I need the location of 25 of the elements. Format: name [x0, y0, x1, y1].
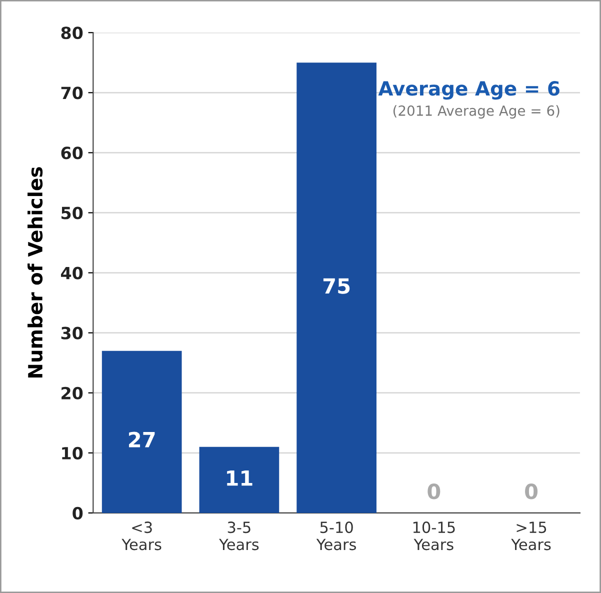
y-tick-label: 30 — [61, 326, 83, 340]
x-tick-label: <3 Years — [122, 522, 162, 550]
x-tick-label: 10-15 Years — [413, 522, 455, 550]
x-tick-label: 3-5 Years — [219, 522, 259, 550]
y-tick-label: 50 — [62, 206, 83, 220]
data-label: 11 — [227, 470, 252, 486]
y-tick-label: 20 — [62, 386, 83, 400]
y-tick-label: 10 — [62, 446, 83, 460]
annotation: (2011 Average Age = 6) — [393, 105, 560, 119]
y-tick-label: 40 — [60, 266, 83, 280]
bar — [199, 446, 280, 513]
data-label: 0 — [525, 484, 538, 500]
annotation: Average Age = 6 — [378, 81, 560, 100]
data-label: 75 — [323, 278, 350, 294]
x-tick-label: 5-10 Years — [316, 522, 356, 550]
y-tick-label: 0 — [72, 506, 83, 520]
bar — [296, 62, 376, 513]
y-tick-label: 60 — [61, 146, 83, 160]
y-axis-title: Number of Vehicles — [28, 167, 43, 378]
y-tick-label: 70 — [61, 86, 83, 100]
y-tick-label: 80 — [61, 26, 83, 40]
x-tick-label: >15 Years — [511, 522, 551, 550]
bar — [102, 350, 182, 513]
data-label: 0 — [428, 484, 440, 500]
data-label: 27 — [128, 432, 155, 448]
